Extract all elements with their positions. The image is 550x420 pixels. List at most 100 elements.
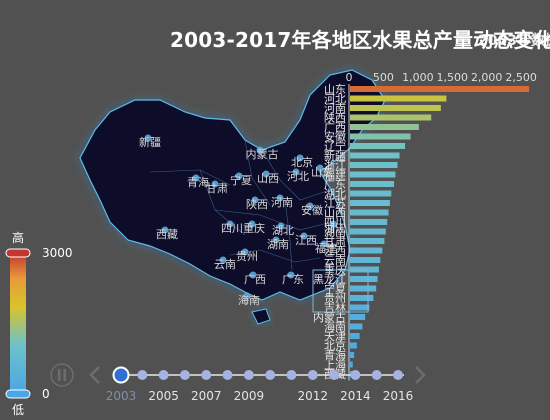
map-label-hubei: 湖北: [272, 224, 294, 237]
map-label-neimenggu: 内蒙古: [246, 147, 279, 161]
bar-辽宁[interactable]: [350, 143, 406, 149]
bar-河北[interactable]: [350, 95, 447, 102]
bar-山东[interactable]: [350, 86, 529, 92]
timeline-point-2008[interactable]: [222, 370, 233, 380]
map-dot-hunan[interactable]: [272, 236, 280, 244]
bar-福建[interactable]: [350, 171, 396, 178]
y-category-label: 湖南: [324, 226, 346, 239]
chart-title: 2003-2017年各地区水果总产量动态变化: [170, 28, 550, 52]
bar-山西[interactable]: [350, 209, 389, 216]
bar-新疆[interactable]: [350, 152, 400, 159]
bar-广东[interactable]: [350, 181, 395, 187]
bar-甘肃[interactable]: [350, 238, 385, 244]
map-dot-guizhou[interactable]: [241, 248, 249, 256]
map-dot-henan[interactable]: [276, 194, 284, 202]
bar-江苏[interactable]: [350, 200, 390, 206]
map-label-hebei: 河北: [287, 170, 309, 183]
map-dot-guangxi[interactable]: [249, 271, 257, 279]
map-dot-neimenggu[interactable]: [256, 146, 264, 154]
bar-浙江[interactable]: [350, 162, 398, 168]
y-category-label: 云南: [324, 254, 346, 267]
map-dot-yunnan[interactable]: [219, 256, 227, 264]
bar-湖南[interactable]: [350, 228, 386, 235]
map-dot-beijing[interactable]: [296, 154, 304, 162]
map-dot-gansu[interactable]: [211, 180, 219, 188]
bar-安徽[interactable]: [350, 133, 411, 140]
bar-天津[interactable]: [350, 333, 360, 339]
map-dot-qinghai[interactable]: [192, 174, 200, 182]
timeline-label-2009[interactable]: 2009: [234, 389, 265, 403]
map-dot-zhejiang[interactable]: [329, 220, 337, 228]
map-dot-guangdong[interactable]: [287, 271, 295, 279]
map-label-hainan: 海南: [238, 293, 260, 307]
map-dot-xizang[interactable]: [161, 226, 169, 234]
bar-北京[interactable]: [350, 342, 357, 349]
timeline-label-2016[interactable]: 2016: [383, 389, 414, 403]
bar-四川[interactable]: [350, 219, 388, 225]
y-category-label: 上海: [324, 358, 346, 372]
bar-湖北[interactable]: [350, 190, 392, 197]
map-dot-jiangxi[interactable]: [300, 232, 308, 240]
timeline-label-2012[interactable]: 2012: [297, 389, 328, 403]
y-category-label: 福建: [324, 168, 346, 182]
chevron-left-icon[interactable]: [89, 366, 100, 384]
timeline-label-2005[interactable]: 2005: [148, 389, 179, 403]
map-dot-sichuan[interactable]: [226, 220, 234, 228]
bar-内蒙古[interactable]: [350, 314, 366, 320]
bar-青海[interactable]: [350, 352, 355, 358]
map-dot-hebei[interactable]: [292, 168, 300, 176]
x-tick-label: 500: [373, 71, 394, 84]
y-category-label: 海南: [324, 320, 346, 334]
bar-云南[interactable]: [350, 257, 381, 263]
map-dot-shaanxi[interactable]: [251, 196, 259, 204]
bar-贵州[interactable]: [350, 295, 374, 301]
bar-广西[interactable]: [350, 124, 419, 130]
timeline-point-2011[interactable]: [286, 370, 297, 380]
map-dot-xinjiang[interactable]: [144, 134, 152, 142]
pause-button[interactable]: [50, 363, 74, 387]
timeline: 2003 2005 2007 2009 2012 2014 2016: [50, 363, 426, 403]
province-borders: [149, 139, 341, 271]
map-dot-hubei[interactable]: [277, 222, 285, 230]
visual-map-high-text: 高: [12, 230, 24, 245]
timeline-point-2005[interactable]: [158, 370, 169, 380]
map-label-hunan: 湖南: [267, 238, 289, 251]
map-label-guizhou: 贵州: [236, 250, 258, 263]
bar-上海[interactable]: [350, 361, 353, 368]
map-label-anhui: 安徽: [301, 203, 323, 217]
bar-陕西[interactable]: [350, 114, 432, 121]
timeline-point-2007[interactable]: [201, 370, 212, 380]
timeline-point-2009[interactable]: [243, 370, 254, 380]
map-dot-shandong[interactable]: [316, 164, 324, 172]
chevron-right-icon[interactable]: [415, 366, 426, 384]
bar-吉林[interactable]: [350, 304, 370, 311]
map-dot-anhui[interactable]: [306, 202, 314, 210]
visual-map-top-handle[interactable]: [5, 248, 31, 258]
map-dot-ningxia[interactable]: [235, 172, 243, 180]
timeline-label-2014[interactable]: 2014: [340, 389, 371, 403]
timeline-point-2013[interactable]: [329, 370, 340, 380]
timeline-label-2007[interactable]: 2007: [191, 389, 222, 403]
y-category-label: 湖北: [324, 188, 346, 201]
timeline-point-2014[interactable]: [350, 370, 361, 380]
bar-河南[interactable]: [350, 105, 441, 111]
bar-海南[interactable]: [350, 323, 363, 330]
map-dot-fujian[interactable]: [320, 240, 328, 248]
timeline-point-2004[interactable]: [137, 370, 148, 380]
timeline-point-2016[interactable]: [393, 370, 403, 380]
map-label-zhejiang: 浙江: [324, 222, 346, 235]
map-dot-chongqing[interactable]: [248, 220, 256, 228]
bar-江西[interactable]: [350, 247, 383, 254]
map-dot-hainan[interactable]: [243, 292, 251, 300]
timeline-label-2003[interactable]: 2003: [106, 389, 137, 403]
map-dot-shanxi[interactable]: [262, 170, 270, 178]
bar-黑龙江[interactable]: [350, 276, 378, 282]
timeline-point-2006[interactable]: [179, 370, 190, 380]
bar-宁夏[interactable]: [350, 285, 377, 292]
timeline-point-2010[interactable]: [265, 370, 276, 380]
timeline-point-2012[interactable]: [307, 370, 318, 380]
timeline-point-2015[interactable]: [371, 370, 382, 380]
timeline-point-2003[interactable]: [112, 366, 130, 384]
province-dots: [144, 134, 337, 300]
visual-map-bottom-handle[interactable]: [5, 389, 31, 399]
